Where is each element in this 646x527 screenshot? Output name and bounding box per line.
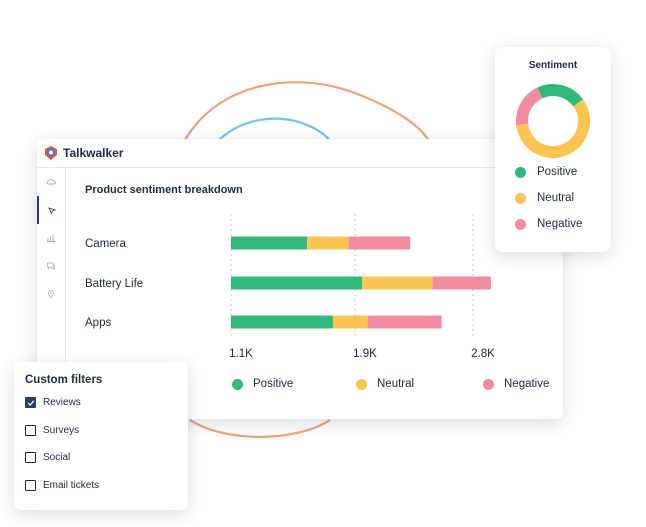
filter-label: Surveys (43, 425, 80, 436)
custom-filters-card: Custom filters Reviews Surveys Social Em… (14, 362, 188, 510)
bar-negative (432, 276, 491, 290)
filter-social[interactable]: Social (25, 452, 70, 463)
bar-positive (231, 315, 333, 329)
filters-title: Custom filters (25, 374, 103, 386)
filter-label: Email tickets (43, 480, 100, 491)
filter-email-tickets[interactable]: Email tickets (25, 480, 99, 491)
location-pin-icon (48, 290, 54, 299)
checkbox[interactable] (25, 425, 36, 436)
sidebar-item-chart[interactable] (37, 224, 65, 252)
main-window: Talkwalker Product sentiment breakdown 1… (37, 139, 563, 419)
bar-positive (231, 236, 308, 250)
category-label: Apps (85, 317, 111, 329)
sentiment-title: Sentiment (528, 60, 578, 71)
sidebar-item-cloud[interactable] (37, 168, 65, 196)
sidebar (37, 168, 66, 419)
legend-negative: Negative (483, 378, 549, 390)
donut-legend-neutral: Neutral (515, 192, 574, 204)
neutral-dot-icon (515, 192, 526, 204)
legend-label: Positive (253, 378, 294, 390)
bar-positive (231, 276, 363, 290)
sentiment-donut-chart (516, 84, 590, 158)
category-label: Battery Life (85, 278, 143, 290)
donut-legend-label: Negative (537, 218, 583, 230)
filter-surveys[interactable]: Surveys (25, 425, 79, 436)
x-tick-label: 1.1K (229, 348, 253, 360)
negative-dot-icon (483, 378, 494, 390)
x-tick-label: 1.9K (353, 348, 377, 360)
bar-negative (367, 315, 442, 329)
chat-icon (47, 262, 55, 271)
sidebar-item-cursor[interactable] (37, 196, 65, 224)
donut-legend-positive: Positive (515, 166, 577, 178)
category-label: Camera (85, 238, 127, 250)
legend-label: Neutral (377, 378, 415, 390)
positive-dot-icon (515, 166, 526, 178)
bar-chart-icon (47, 234, 55, 242)
legend-label: Negative (504, 378, 550, 390)
cloud-icon (46, 178, 56, 185)
sidebar-item-chat[interactable] (37, 252, 65, 280)
legend-positive: Positive (232, 378, 293, 390)
positive-dot-icon (232, 378, 243, 390)
negative-dot-icon (515, 218, 526, 230)
filter-reviews[interactable]: Reviews (25, 397, 81, 408)
sentiment-bar-chart: 1.1K 1.9K 2.8K Camera Battery Life Apps (85, 214, 495, 360)
bar-neutral (307, 236, 349, 250)
filter-label: Social (43, 452, 71, 463)
checkbox[interactable] (25, 452, 36, 463)
checkbox-checked[interactable] (25, 397, 36, 408)
donut-legend-label: Neutral (537, 192, 575, 204)
chart-title: Product sentiment breakdown (85, 184, 243, 196)
cursor-icon (48, 207, 57, 215)
donut-slice-neutral (516, 84, 590, 158)
filter-label: Reviews (43, 397, 81, 408)
donut-legend-label: Positive (537, 166, 578, 178)
sidebar-item-location[interactable] (37, 280, 65, 308)
bar-negative (348, 236, 411, 250)
talkwalker-logo-icon (45, 146, 57, 160)
checkbox[interactable] (25, 480, 36, 491)
sentiment-card: Sentiment Positive Neutral Negative (495, 47, 611, 252)
x-tick-label: 2.8K (471, 348, 495, 360)
donut-slice-negative (516, 84, 590, 158)
bar-neutral (362, 276, 433, 290)
titlebar: Talkwalker (37, 139, 563, 168)
check-icon (27, 399, 34, 406)
bar-neutral (332, 315, 368, 329)
donut-legend-negative: Negative (515, 218, 582, 230)
neutral-dot-icon (356, 378, 367, 390)
legend-neutral: Neutral (356, 378, 414, 390)
brand-name: Talkwalker (63, 146, 124, 160)
